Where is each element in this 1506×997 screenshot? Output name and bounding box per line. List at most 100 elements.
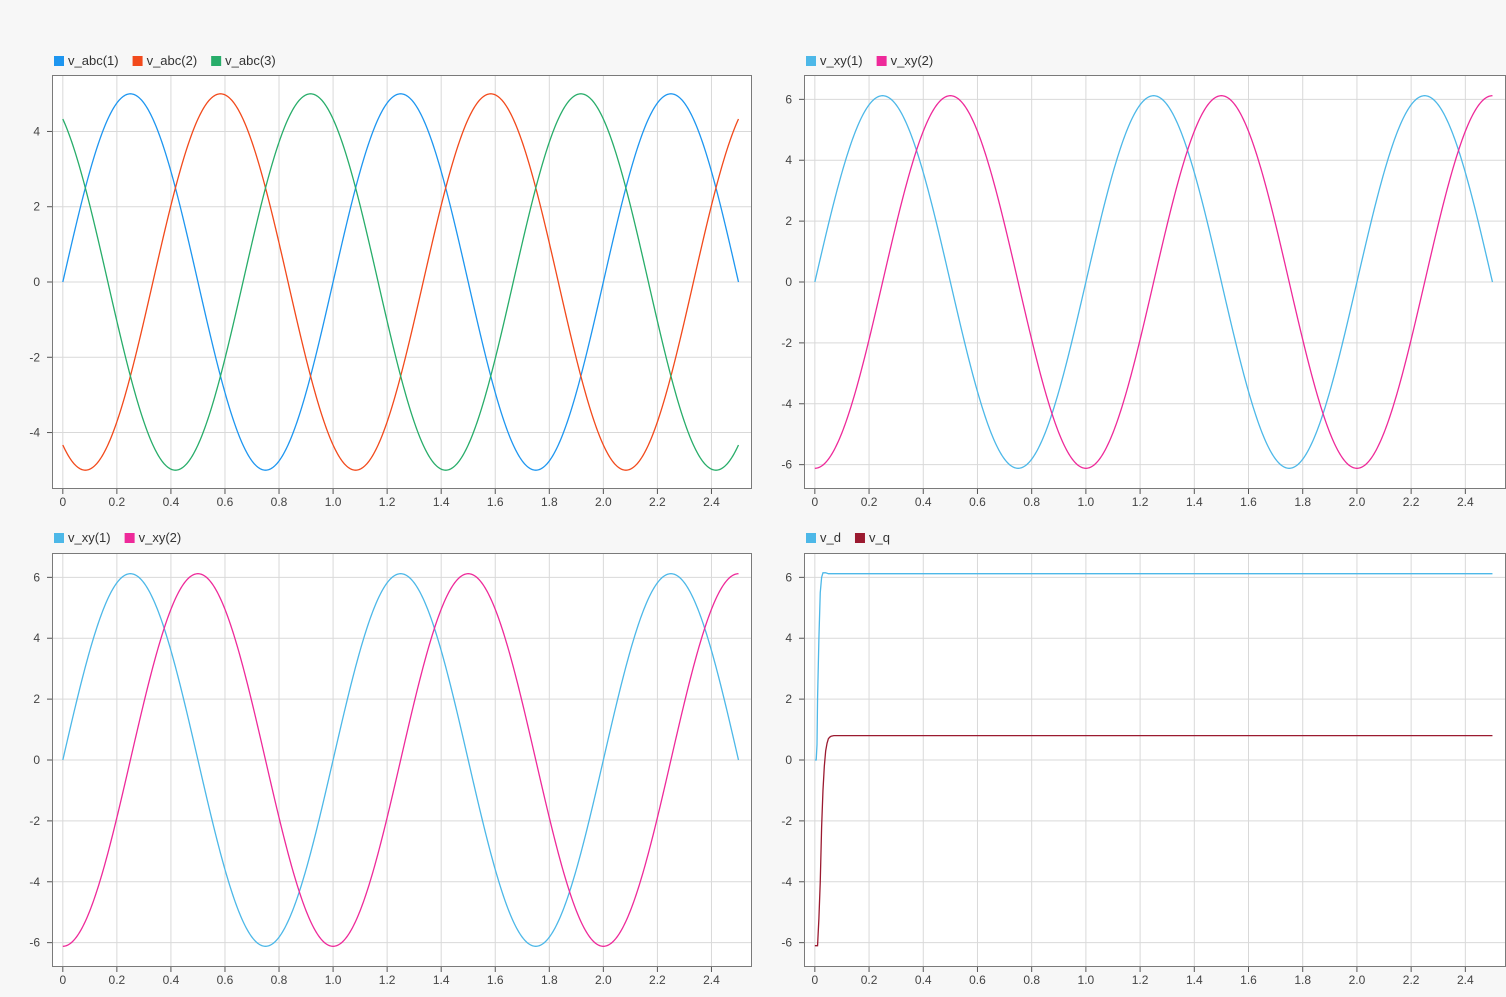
x-tick-label: 2.2 [1403, 495, 1420, 509]
legend-item-v_d[interactable]: v_d [806, 530, 841, 545]
x-tick-label: 2.0 [595, 495, 612, 509]
y-tick-label: 4 [785, 153, 792, 167]
y-tick-label: 0 [785, 753, 792, 767]
series-line-v_xy(2) [62, 573, 739, 947]
y-tick-label: 4 [33, 124, 40, 138]
x-tick-label: 2.4 [703, 495, 720, 509]
x-tick-label: 1.6 [1240, 973, 1257, 987]
x-tick-label: 1.4 [1186, 495, 1203, 509]
y-tick-label: -4 [781, 875, 792, 889]
y-tick-label: 2 [33, 200, 40, 214]
x-tick-label: 1.2 [1132, 973, 1149, 987]
legend-swatch [54, 533, 64, 543]
x-tick-label: 0.4 [915, 495, 932, 509]
x-tick-label: 1.6 [487, 973, 504, 987]
y-tick-label: -6 [29, 936, 40, 950]
y-tick-label: -2 [29, 350, 40, 364]
legend[interactable]: v_xy(1) v_xy(2) [54, 530, 181, 545]
grid-lines [804, 553, 1506, 967]
y-tick-label: -2 [781, 336, 792, 350]
legend-swatch [806, 56, 816, 66]
y-tick-label: 2 [785, 214, 792, 228]
x-tick-label: 1.8 [541, 973, 558, 987]
x-tick-label: 0.6 [217, 973, 234, 987]
x-tick-label: 2.2 [1403, 973, 1420, 987]
x-axis: 0 0.2 0.4 0.6 0.8 1.0 1.2 1.4 1.6 1.8 2.0 2.2 2.4 [59, 489, 720, 509]
x-tick-label: 1.4 [1186, 973, 1203, 987]
x-tick-label: 1.4 [433, 495, 450, 509]
y-tick-label: -6 [781, 936, 792, 950]
legend-item-v_xy(2)[interactable]: v_xy(2) [124, 530, 182, 545]
plot-border [52, 75, 752, 489]
scope-panel-1[interactable]: 0 0.2 0.4 0.6 0.8 1.0 1.2 1.4 1.6 1.8 2.0 2.2 2.4-4-… [29, 53, 752, 509]
x-tick-label: 0.8 [271, 973, 288, 987]
legend-item-v_abc(2)[interactable]: v_abc(2) [132, 53, 198, 68]
legend-item-v_q[interactable]: v_q [854, 530, 890, 545]
scope-panel-2[interactable]: 0 0.2 0.4 0.6 0.8 1.0 1.2 1.4 1.6 1.8 2.0 2.2 2.4-6-… [781, 53, 1506, 509]
x-tick-label: 0.4 [163, 973, 180, 987]
x-tick-label: 0 [59, 973, 66, 987]
y-tick-label: 0 [785, 275, 792, 289]
x-tick-label: 0.6 [217, 495, 234, 509]
series-line-v_abc(3) [62, 93, 740, 471]
x-tick-label: 1.0 [325, 973, 342, 987]
legend-label: v_q [869, 530, 890, 545]
x-tick-label: 2.0 [1349, 495, 1366, 509]
x-tick-label: 1.0 [325, 495, 342, 509]
x-tick-label: 1.2 [379, 495, 396, 509]
y-tick-label: 4 [33, 631, 40, 645]
x-tick-label: 1.0 [1078, 495, 1095, 509]
legend-item-v_xy(2)[interactable]: v_xy(2) [876, 53, 934, 68]
scope-panel-4[interactable]: 0 0.2 0.4 0.6 0.8 1.0 1.2 1.4 1.6 1.8 2.0 2.2 2.4-6-… [781, 530, 1506, 987]
x-tick-label: 0 [59, 495, 66, 509]
legend[interactable]: v_abc(1) v_abc(2) v_abc(3) [54, 53, 276, 68]
x-tick-label: 0.2 [109, 495, 126, 509]
series-line-v_q [814, 735, 1493, 947]
y-tick-label: 6 [785, 92, 792, 106]
legend-swatch [124, 533, 135, 543]
legend-swatch [876, 56, 887, 66]
scope-panel-3[interactable]: 0 0.2 0.4 0.6 0.8 1.0 1.2 1.4 1.6 1.8 2.0 2.2 2.4-6-… [29, 530, 752, 987]
x-tick-label: 2.2 [649, 973, 666, 987]
plot-border [52, 553, 752, 967]
series-group [814, 95, 1494, 469]
y-tick-label: -4 [781, 397, 792, 411]
y-tick-label: -6 [781, 458, 792, 472]
legend-label: v_d [820, 530, 841, 545]
series-group [62, 573, 740, 947]
legend[interactable]: v_xy(1) v_xy(2) [806, 53, 933, 68]
x-tick-label: 1.2 [379, 973, 396, 987]
series-line-v_d [814, 572, 1493, 761]
series-group [62, 93, 740, 471]
legend-swatch [132, 56, 143, 66]
x-tick-label: 2.0 [1349, 973, 1366, 987]
legend-item-v_abc(1)[interactable]: v_abc(1) [54, 53, 119, 68]
x-tick-label: 1.8 [1294, 495, 1311, 509]
x-axis: 0 0.2 0.4 0.6 0.8 1.0 1.2 1.4 1.6 1.8 2.0 2.2 2.4 [811, 967, 1474, 987]
legend-swatch [54, 56, 64, 66]
legend-item-v_xy(1)[interactable]: v_xy(1) [54, 530, 111, 545]
y-tick-label: -2 [29, 814, 40, 828]
x-tick-label: 0.6 [969, 973, 986, 987]
x-axis: 0 0.2 0.4 0.6 0.8 1.0 1.2 1.4 1.6 1.8 2.0 2.2 2.4 [59, 967, 720, 987]
y-tick-label: -4 [29, 426, 40, 440]
x-tick-label: 1.8 [1294, 973, 1311, 987]
x-tick-label: 0.2 [861, 973, 878, 987]
y-axis: -6 -4 -2 0 2 4 6 [781, 92, 804, 472]
y-axis: -6 -4 -2 0 2 4 6 [29, 570, 52, 950]
x-tick-label: 0.2 [861, 495, 878, 509]
x-tick-label: 1.2 [1132, 495, 1149, 509]
x-tick-label: 0.6 [969, 495, 986, 509]
x-tick-label: 2.4 [703, 973, 720, 987]
y-tick-label: 4 [785, 631, 792, 645]
x-tick-label: 0.4 [915, 973, 932, 987]
legend[interactable]: v_d v_q [806, 530, 890, 545]
y-tick-label: 0 [33, 753, 40, 767]
x-tick-label: 1.4 [433, 973, 450, 987]
legend-item-v_abc(3)[interactable]: v_abc(3) [211, 53, 276, 68]
y-tick-label: 2 [33, 692, 40, 706]
x-tick-label: 1.6 [487, 495, 504, 509]
legend-item-v_xy(1)[interactable]: v_xy(1) [806, 53, 863, 68]
legend-label: v_xy(2) [139, 530, 182, 545]
